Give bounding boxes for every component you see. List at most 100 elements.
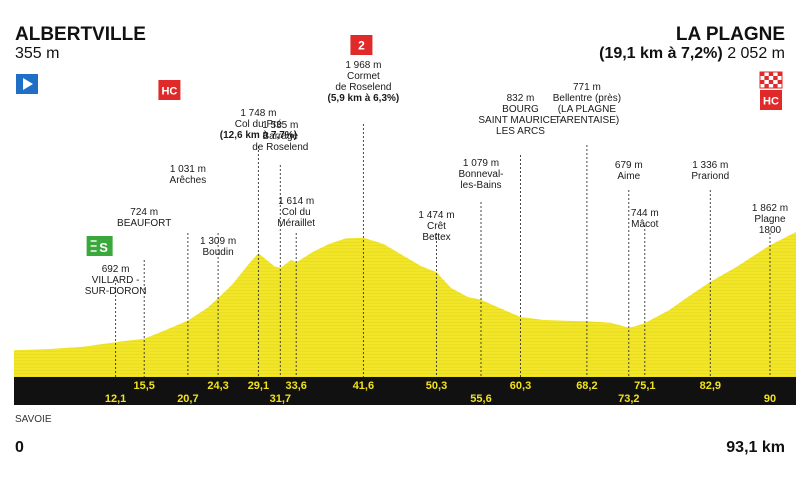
marker-label-line: 679 m: [615, 160, 643, 171]
finish-hc-bg: [760, 90, 782, 110]
profile-layer: [14, 232, 796, 377]
finish-altitude: 2 052 m: [727, 45, 785, 62]
marker-label-line: 1 336 m: [692, 160, 728, 171]
finish-name: LA PLAGNE: [676, 24, 785, 45]
region-label: SAVOIE: [15, 414, 52, 425]
hc-flag-text: HC: [161, 86, 177, 98]
marker-labels: 692 m VILLARD -SUR-DORON 724 m BEAUFORT 1 03…: [85, 60, 788, 297]
finish-hc-text: HC: [763, 96, 779, 108]
start-km: 0: [15, 439, 24, 456]
finish-check: [768, 72, 774, 76]
km-tick-label: 20,7: [177, 393, 198, 405]
marker-label-line: Prariond: [691, 171, 729, 182]
marker-label-line: 724 m: [130, 207, 158, 218]
km-tick-label: 12,1: [105, 393, 126, 405]
marker-label-line: LES ARCS: [496, 126, 545, 137]
marker-label: 1 748 m Col du Pré (12,6 km à 7,7%): [220, 108, 297, 141]
marker-label-line: Méraillet: [277, 218, 315, 229]
km-tick-label: 24,3: [207, 380, 228, 392]
finish-check: [773, 84, 778, 88]
marker-label-line: 832 m: [507, 93, 535, 104]
marker-label: 1 031 m Arêches: [170, 164, 207, 186]
marker-label: 771 m Bellentre (près) (LA PLAGNE TARENTAIS…: [553, 82, 621, 126]
marker-label: 1 968 m Cormet de Roselend (5,9 km à 6,3%): [328, 60, 400, 104]
finish-check: [773, 76, 778, 80]
sprint-flag-text: S: [99, 240, 108, 255]
start-name: ALBERTVILLE: [15, 24, 146, 45]
marker-label: 692 m VILLARD -SUR-DORON: [85, 264, 147, 297]
marker-lines: [115, 124, 771, 377]
km-tick-labels: 12,1 15,5 20,7 24,3 29,131,733,6 41,6 50,3 55,6…: [105, 380, 776, 405]
marker-label: 724 m BEAUFORT: [117, 207, 171, 229]
marker-label: 1 336 m Prariond: [691, 160, 729, 182]
marker-label-line: Barrage: [263, 131, 299, 142]
km-tick-label: 60,3: [510, 380, 531, 392]
marker-label: 1 309 m Boudin: [200, 236, 236, 258]
marker-label-line: les-Bains: [460, 180, 501, 191]
km-tick-label: 29,1: [248, 380, 269, 392]
marker-label-line: 1 968 m: [345, 60, 381, 71]
marker-label-line: (LA PLAGNE: [558, 104, 617, 115]
marker-label-line: Boudin: [203, 247, 234, 258]
marker-label-line: Bellentre (près): [553, 93, 621, 104]
marker-label-line: Arêches: [170, 175, 207, 186]
marker-label: 1 474 m Crêt Bettex: [418, 210, 454, 243]
km-tick-label: 50,3: [426, 380, 447, 392]
marker-label: 1 862 m Plagne 1800: [752, 203, 788, 236]
finish-climb-info: (19,1 km à 7,2%) 2 052 m: [599, 45, 785, 62]
marker-label-line: 1800: [759, 225, 782, 236]
km-tick-label: 68,2: [576, 380, 597, 392]
finish-check: [764, 76, 769, 80]
cat2-flag-text: 2: [358, 39, 365, 53]
cat2-flag-bg: [350, 35, 373, 55]
icons-layer: S HC 2 HC: [16, 35, 783, 256]
marker-label: 1 079 m Bonneval-les-Bains: [458, 158, 503, 191]
finish-check: [777, 72, 782, 76]
km-tick-label: 82,9: [700, 380, 721, 392]
profile-area: [14, 232, 796, 377]
marker-label-line: 744 m: [631, 208, 659, 219]
marker-label-line: Col du Pré: [235, 119, 283, 130]
marker-label: 832 m BOURG SAINT MAURICE -LES ARCS: [478, 93, 562, 137]
marker-label-line: 1 614 m: [278, 196, 314, 207]
marker-label-line: 692 m: [102, 264, 130, 275]
marker-label: 1 535 m Barrage de Roselend: [252, 120, 308, 153]
km-tick-label: 41,6: [353, 380, 374, 392]
finish-check: [764, 84, 769, 88]
hc-flag-bg: [158, 80, 181, 100]
marker-label-line: VILLARD -: [92, 275, 140, 286]
km-tick-label: 73,2: [618, 393, 639, 405]
marker-label-line: Crêt: [427, 221, 446, 232]
km-tick-label: 75,1: [634, 380, 655, 392]
marker-label-line: de Roselend: [335, 82, 391, 93]
km-tick-label: 31,7: [270, 393, 291, 405]
finish-check: [760, 80, 765, 84]
marker-label-line: 1 079 m: [463, 158, 499, 169]
start-altitude: 355 m: [15, 45, 59, 62]
marker-label-line: Bonneval-: [458, 169, 503, 180]
marker-label-line: BEAUFORT: [117, 218, 171, 229]
finish-km: 93,1 km: [726, 439, 785, 456]
km-tick-label: 90: [764, 393, 776, 405]
finish-check: [760, 72, 765, 76]
sprint-icon: S: [86, 236, 113, 256]
marker-label-line: Col du: [282, 207, 311, 218]
marker-label: 1 614 m Col du Méraillet: [277, 196, 315, 229]
start-flag-arrow: [23, 78, 33, 90]
marker-label-line: 771 m: [573, 82, 601, 93]
marker-label-line: de Roselend: [252, 142, 308, 153]
km-tick-label: 33,6: [285, 380, 306, 392]
marker-label-line: (5,9 km à 6,3%): [328, 93, 400, 104]
finish-check: [768, 80, 774, 84]
hc-climb-icon: HC: [158, 80, 181, 100]
start-flag-icon: [16, 74, 38, 94]
marker-label-line: 1 031 m: [170, 164, 206, 175]
finish-climb: (19,1 km à 7,2%): [599, 45, 723, 62]
marker-label-line: SUR-DORON: [85, 286, 147, 297]
marker-label-line: TARENTAISE): [555, 115, 620, 126]
finish-check: [777, 80, 782, 84]
marker-label-line: Cormet: [347, 71, 380, 82]
marker-label-line: 1 748 m: [240, 108, 276, 119]
marker-label-line: BOURG: [502, 104, 539, 115]
